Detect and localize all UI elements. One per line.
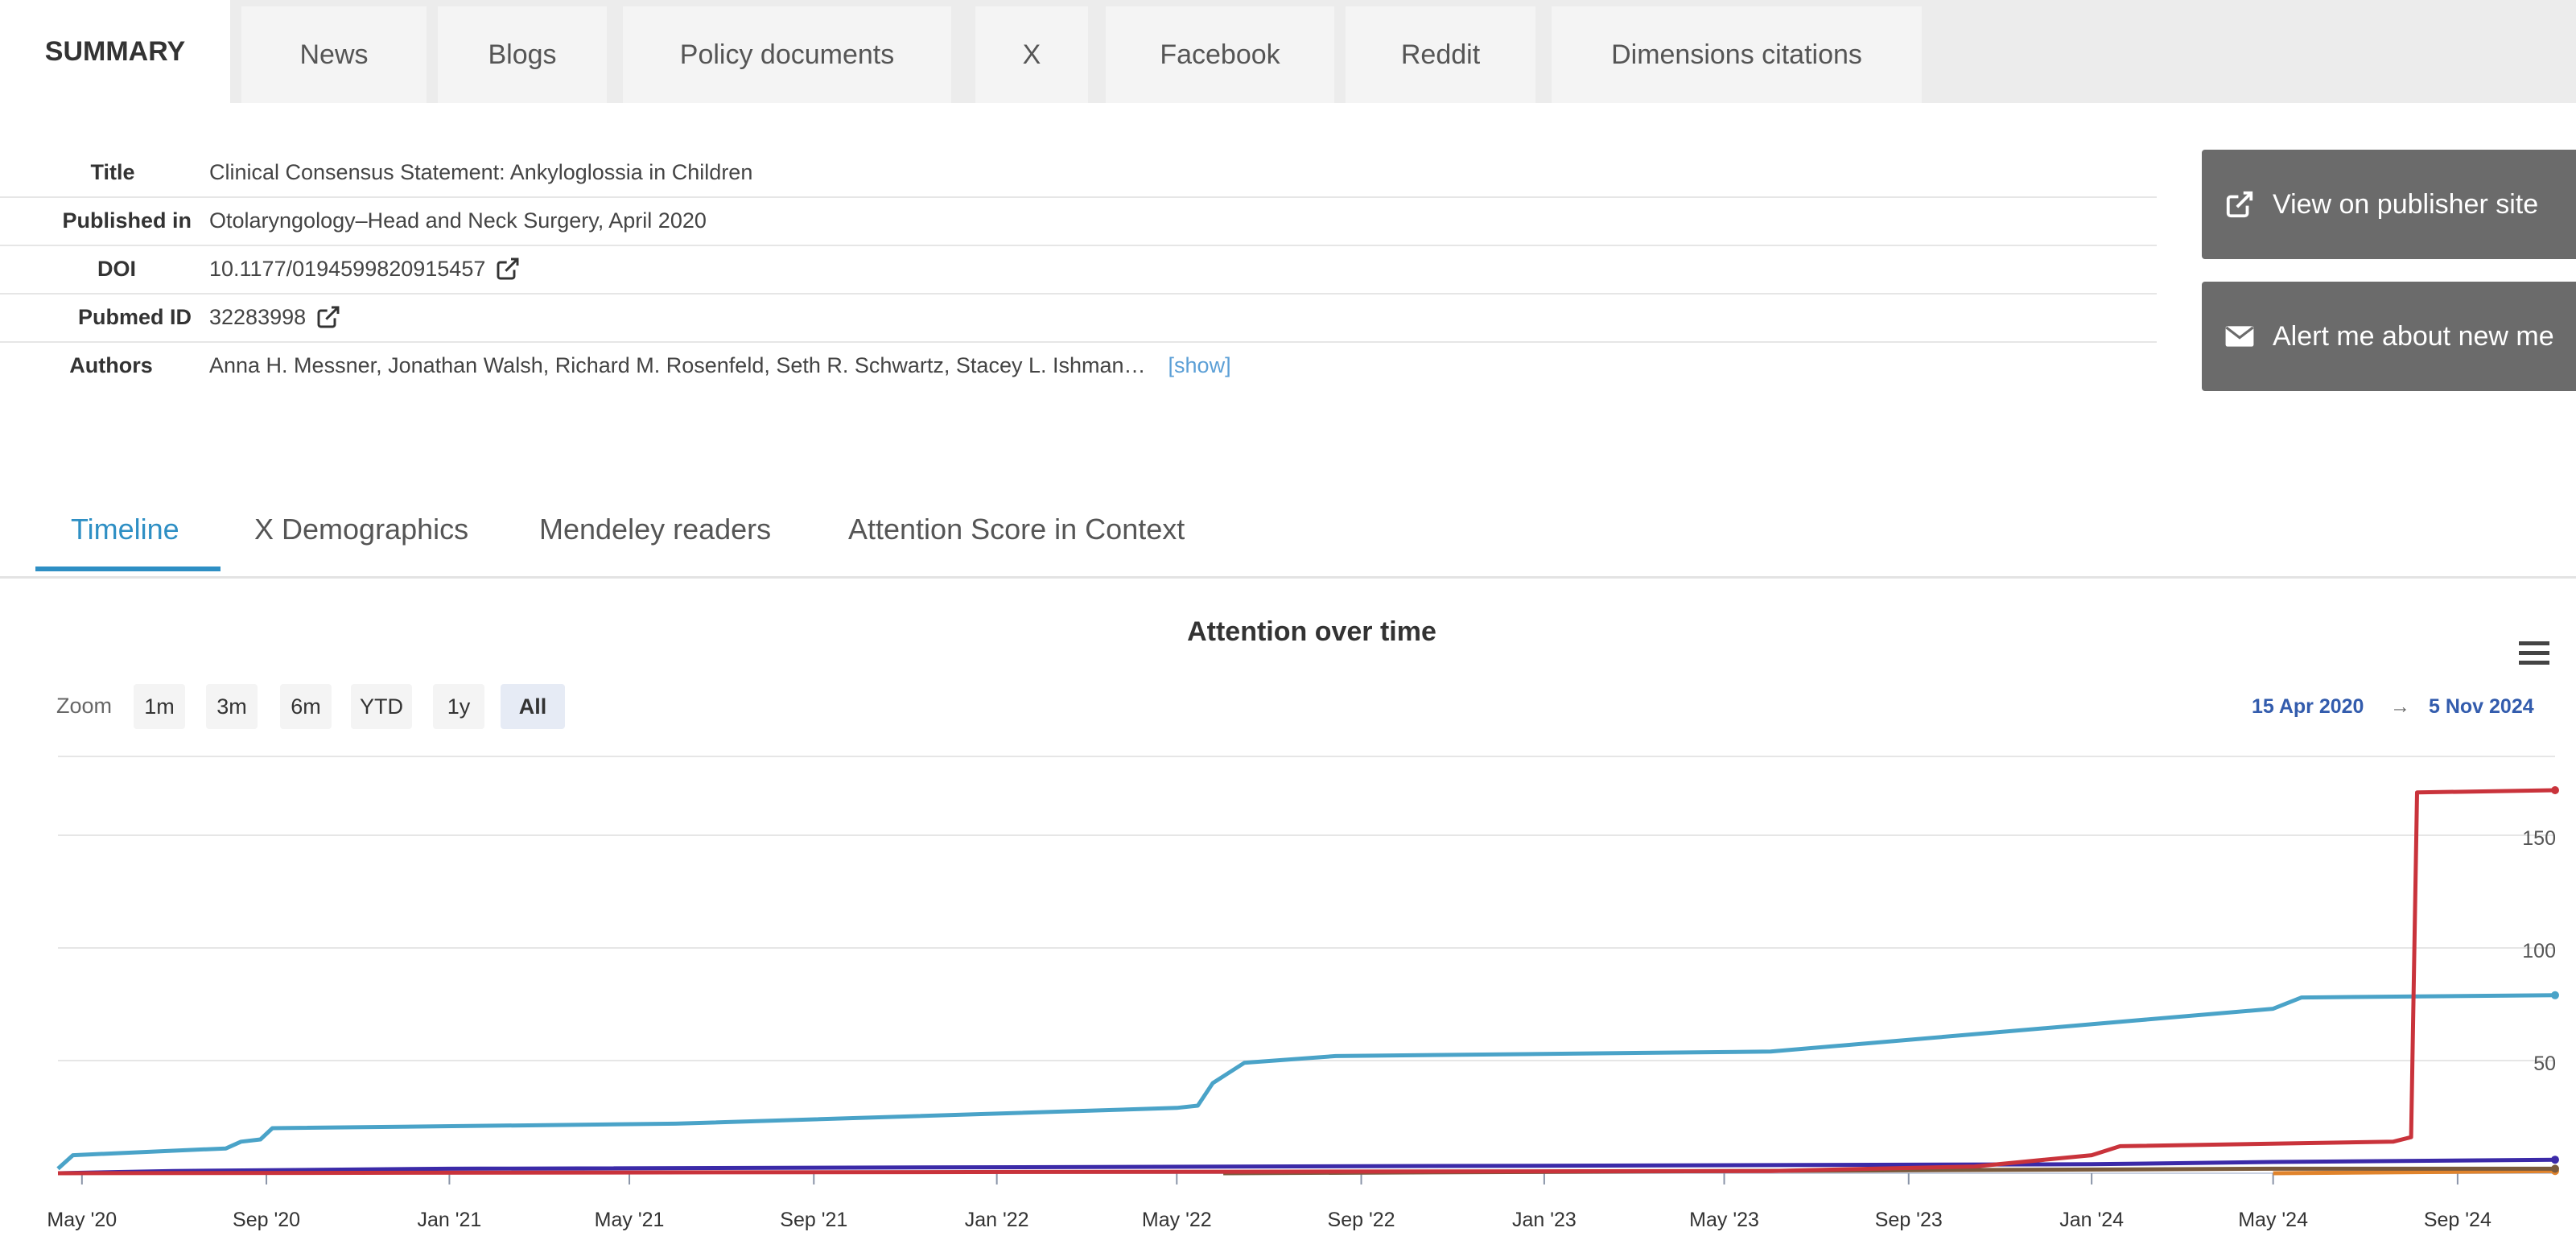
x-tick-label: Sep '24 xyxy=(2424,1209,2492,1231)
zoom-ytd-button[interactable]: YTD xyxy=(351,684,412,729)
zoom-1y-button[interactable]: 1y xyxy=(433,684,484,729)
y-tick-label: 50 xyxy=(2533,1053,2556,1075)
tab-blogs[interactable]: Blogs xyxy=(438,6,607,103)
tab-policy-documents[interactable]: Policy documents xyxy=(623,6,951,103)
series-end-point xyxy=(2551,1164,2559,1173)
chart-title: Attention over time xyxy=(1187,616,1436,647)
x-tick-label: Jan '22 xyxy=(965,1209,1029,1231)
zoom-all-button[interactable]: All xyxy=(501,684,565,729)
tab-news[interactable]: News xyxy=(241,6,427,103)
range-arrow: → xyxy=(2390,695,2410,718)
zoom-3m-button[interactable]: 3m xyxy=(206,684,258,729)
series-line xyxy=(2273,1168,2556,1176)
x-tick-label: May '21 xyxy=(595,1209,665,1231)
tab-x[interactable]: X xyxy=(975,6,1088,103)
show-authors-link[interactable]: [show] xyxy=(1168,352,1231,377)
alert-me-button[interactable]: Alert me about new me xyxy=(2202,282,2576,391)
range-from-date[interactable]: 15 Apr 2020 xyxy=(2252,695,2364,718)
series-line xyxy=(57,788,2556,1176)
x-tick-label: Jan '24 xyxy=(2059,1209,2124,1231)
pubmed-value-wrap[interactable]: 32283998 xyxy=(209,293,341,341)
hamburger-menu-icon[interactable] xyxy=(2517,639,2551,668)
x-tick-label: May '20 xyxy=(47,1209,117,1231)
authors-value: Anna H. Messner, Jonathan Walsh, Richard… xyxy=(209,352,1146,377)
active-tab-underline xyxy=(35,566,221,571)
tab-facebook[interactable]: Facebook xyxy=(1106,6,1334,103)
pubmed-value[interactable]: 32283998 xyxy=(209,304,307,329)
published-value: Otolaryngology–Head and Neck Surgery, Ap… xyxy=(209,208,707,233)
y-tick-label: 100 xyxy=(2522,940,2556,962)
doi-value-wrap[interactable]: 10.1177/0194599820915457 xyxy=(209,245,521,293)
top-tab-bar: SUMMARY News Blogs Policy documents X Fa… xyxy=(0,0,2576,103)
view-on-publisher-button[interactable]: View on publisher site xyxy=(2202,150,2576,259)
x-tick-label: May '22 xyxy=(1142,1209,1212,1231)
sub-tab-bar: Timeline X Demographics Mendeley readers… xyxy=(0,483,2576,579)
x-tick-label: Sep '21 xyxy=(780,1209,847,1231)
authors-row: Authors Anna H. Messner, Jonathan Walsh,… xyxy=(0,341,2157,389)
series-end-point xyxy=(2551,1156,2559,1164)
pubmed-label: Pubmed ID xyxy=(77,304,192,329)
alert-me-label: Alert me about new me xyxy=(2273,320,2554,352)
series-line xyxy=(56,993,2556,1171)
published-label: Published in xyxy=(62,208,192,233)
envelope-icon xyxy=(2225,326,2254,347)
x-tick-label: Jan '23 xyxy=(1512,1209,1577,1231)
tab-x-demographics[interactable]: X Demographics xyxy=(254,513,469,546)
title-label: Title xyxy=(90,159,135,184)
view-on-publisher-label: View on publisher site xyxy=(2273,188,2539,220)
x-tick-label: Sep '22 xyxy=(1328,1209,1395,1231)
doi-row: DOI 10.1177/0194599820915457 xyxy=(0,245,2157,295)
series-end-point xyxy=(2551,786,2559,794)
published-row: Published in Otolaryngology–Head and Nec… xyxy=(0,196,2157,246)
doi-label: DOI xyxy=(97,256,136,281)
external-link-icon[interactable] xyxy=(495,256,521,282)
tab-attention-score-in-context[interactable]: Attention Score in Context xyxy=(848,513,1185,546)
external-link-icon[interactable] xyxy=(315,304,341,330)
external-link-icon xyxy=(2226,191,2253,218)
tab-reddit[interactable]: Reddit xyxy=(1346,6,1535,103)
tab-mendeley-readers[interactable]: Mendeley readers xyxy=(539,513,772,546)
title-value: Clinical Consensus Statement: Ankyloglos… xyxy=(209,159,753,184)
x-tick-label: May '23 xyxy=(1689,1209,1759,1231)
title-row: Title Clinical Consensus Statement: Anky… xyxy=(0,148,2157,198)
authors-value-wrap: Anna H. Messner, Jonathan Walsh, Richard… xyxy=(209,341,1231,389)
x-tick-label: Sep '23 xyxy=(1875,1209,1943,1231)
x-tick-label: Jan '21 xyxy=(417,1209,481,1231)
attention-chart[interactable]: 50 100 150 May '20 Sep '20 Jan '21 May '21 Sep … xyxy=(0,740,2576,1236)
pubmed-row: Pubmed ID 32283998 xyxy=(0,293,2157,343)
zoom-1m-button[interactable]: 1m xyxy=(134,684,185,729)
range-to-date[interactable]: 5 Nov 2024 xyxy=(2429,695,2534,718)
authors-label: Authors xyxy=(69,352,153,377)
tab-dimensions-citations[interactable]: Dimensions citations xyxy=(1552,6,1922,103)
doi-value[interactable]: 10.1177/0194599820915457 xyxy=(209,256,486,281)
y-tick-label: 150 xyxy=(2522,827,2556,850)
series-end-point xyxy=(2551,991,2559,999)
x-tick-label: Sep '20 xyxy=(233,1209,300,1231)
zoom-6m-button[interactable]: 6m xyxy=(280,684,332,729)
zoom-label: Zoom xyxy=(56,694,113,718)
tab-summary[interactable]: SUMMARY xyxy=(0,0,230,103)
tab-timeline[interactable]: Timeline xyxy=(71,513,179,546)
x-tick-label: May '24 xyxy=(2238,1209,2308,1231)
